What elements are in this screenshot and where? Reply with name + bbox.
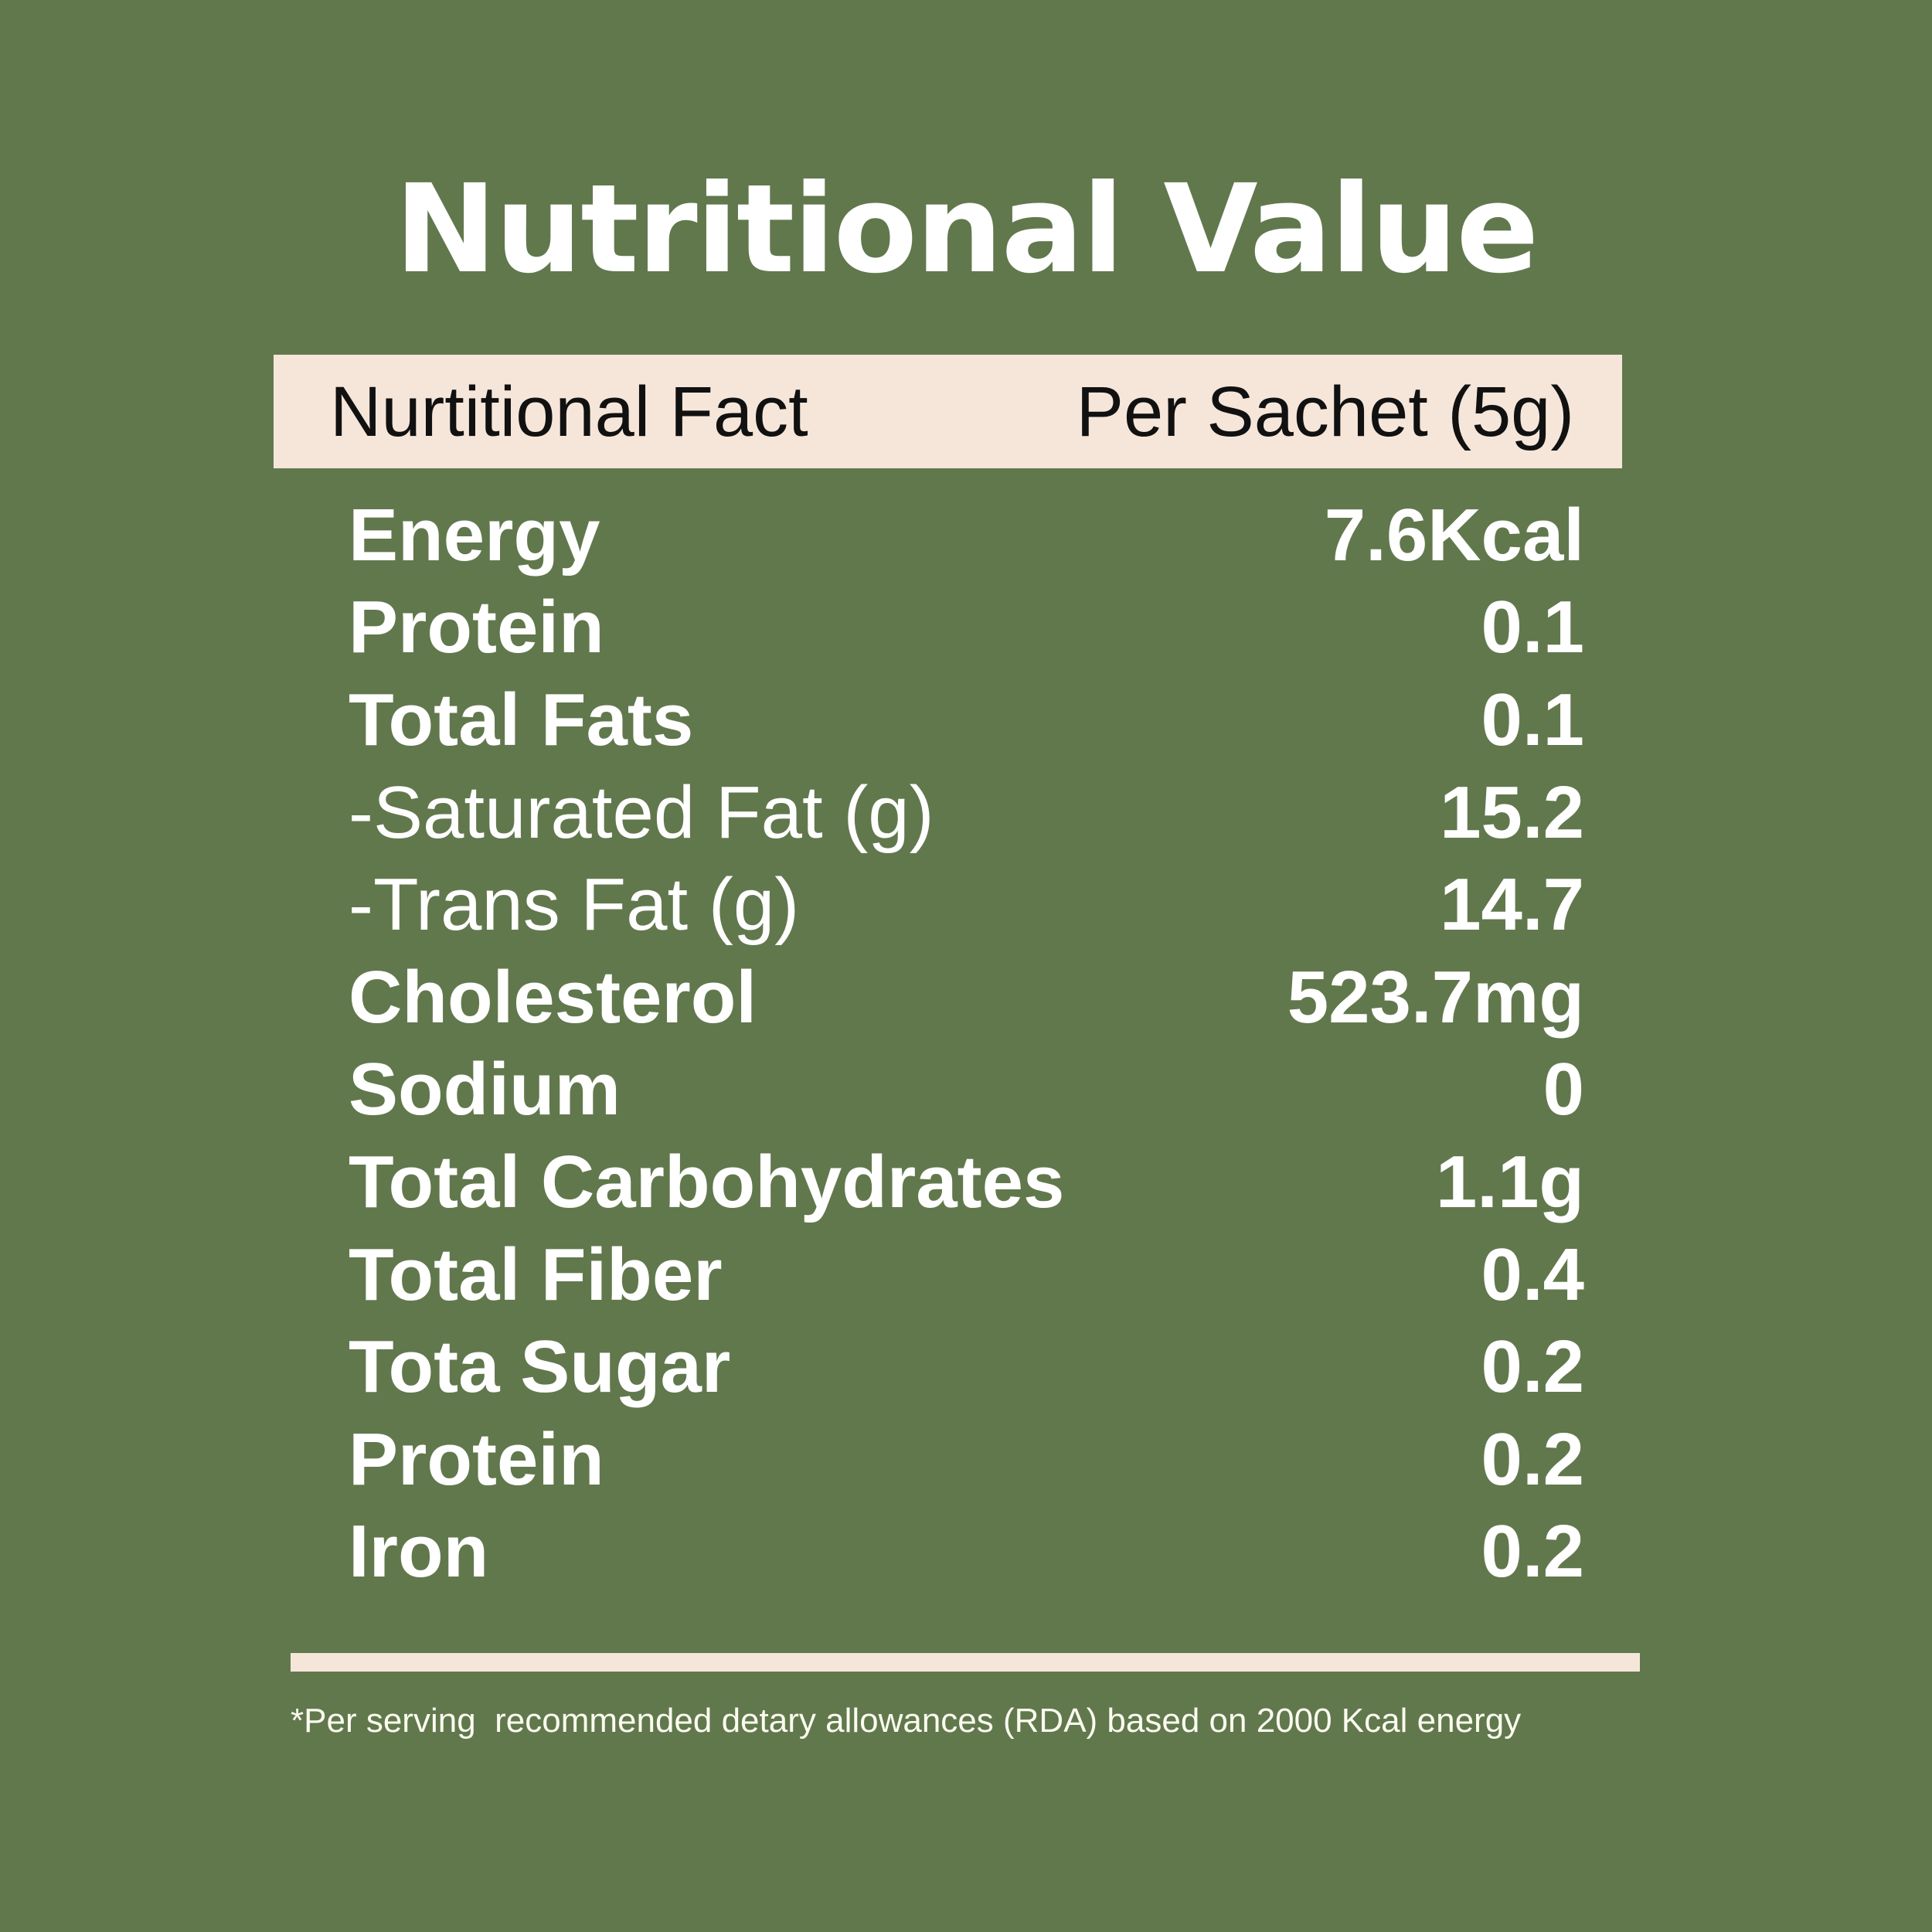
table-row: -Saturated Fat (g) 15.2: [349, 767, 1584, 859]
nutrient-label: Total Carbohydrates: [349, 1140, 1065, 1223]
table-row: Protein 0.1: [349, 582, 1584, 675]
table-row: Total Fats 0.1: [349, 674, 1584, 767]
table-row: Energy 7.6Kcal: [349, 489, 1584, 582]
nutrient-label: Protein: [349, 586, 604, 669]
table-row: Total Fiber 0.4: [349, 1229, 1584, 1321]
nutrient-label: -Trans Fat (g): [349, 863, 800, 947]
nutrient-value: 0.1: [1481, 678, 1584, 761]
table-row: Cholesterol 523.7mg: [349, 951, 1584, 1044]
divider: [291, 1653, 1640, 1672]
table-row: Tota Sugar 0.2: [349, 1321, 1584, 1413]
nutrient-label: Tota Sugar: [349, 1325, 731, 1409]
page-title: Nutritional Value: [394, 158, 1539, 301]
footnote: *Per serving recommended detary allowanc…: [291, 1702, 1522, 1740]
nutrient-label: -Saturated Fat (g): [349, 770, 934, 854]
nutrient-value: 0.2: [1481, 1510, 1584, 1594]
header-fact-label: Nurtitional Fact: [330, 372, 808, 451]
nutrient-value: 14.7: [1440, 863, 1584, 947]
table-row: Protein 0.2: [349, 1413, 1584, 1506]
table-header: Nurtitional Fact Per Sachet (5g): [274, 355, 1622, 468]
nutrient-label: Cholesterol: [349, 955, 757, 1039]
header-serving-label: Per Sachet (5g): [1076, 372, 1574, 451]
nutrient-label: Total Fiber: [349, 1233, 723, 1316]
nutrient-label: Sodium: [349, 1048, 621, 1131]
table-row: Sodium 0: [349, 1044, 1584, 1137]
table-row: Total Carbohydrates 1.1g: [349, 1136, 1584, 1229]
nutrient-value: 523.7mg: [1287, 955, 1584, 1039]
nutrient-label: Iron: [349, 1510, 489, 1594]
nutrient-value: 15.2: [1440, 770, 1584, 854]
table-row: -Trans Fat (g) 14.7: [349, 859, 1584, 951]
nutrient-value: 0.2: [1481, 1325, 1584, 1409]
table-row: Iron 0.2: [349, 1506, 1584, 1599]
nutrient-label: Energy: [349, 493, 600, 577]
nutrient-value: 0.4: [1481, 1233, 1584, 1316]
nutrition-table: Energy 7.6Kcal Protein 0.1 Total Fats 0.1 -Sat…: [349, 489, 1584, 1598]
nutrient-value: 7.6Kcal: [1324, 493, 1584, 577]
nutrient-value: 0.1: [1481, 586, 1584, 669]
nutrient-value: 1.1g: [1435, 1140, 1584, 1223]
nutrient-label: Total Fats: [349, 678, 694, 761]
nutrient-label: Protein: [349, 1417, 604, 1501]
nutrient-value: 0: [1543, 1048, 1584, 1131]
nutrient-value: 0.2: [1481, 1417, 1584, 1501]
